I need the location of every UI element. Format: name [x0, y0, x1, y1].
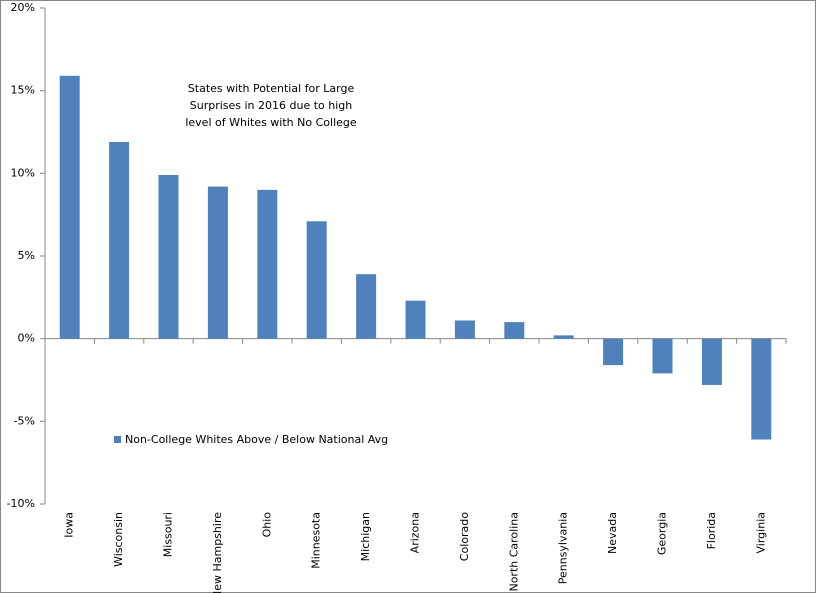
x-tick-label: Iowa — [63, 512, 76, 538]
bar — [603, 338, 624, 366]
y-tick-label: 0% — [18, 332, 35, 345]
legend-label: Non-College Whites Above / Below Nationa… — [125, 433, 388, 446]
bar — [306, 221, 327, 339]
bar — [207, 186, 228, 339]
x-tick-label: Virginia — [754, 512, 767, 553]
x-tick-label: Michigan — [359, 512, 372, 561]
x-tick-label: New Hampshire — [211, 512, 224, 593]
annotation: States with Potential for Large — [188, 82, 355, 95]
x-tick-label: Ohio — [260, 512, 273, 538]
bar — [158, 174, 179, 339]
x-tick-label: Wisconsin — [112, 512, 125, 567]
x-tick-label: Florida — [705, 512, 718, 549]
bar — [454, 320, 475, 339]
y-tick-label: -5% — [14, 414, 35, 427]
bar — [504, 322, 525, 339]
x-tick-label: North Carolina — [507, 512, 520, 592]
annotation: Surprises in 2016 due to high — [190, 99, 353, 112]
legend-swatch — [114, 436, 121, 443]
bar — [109, 141, 130, 339]
x-tick-label: Arizona — [409, 512, 422, 553]
x-tick-label: Colorado — [458, 512, 471, 561]
y-tick-label: 10% — [11, 166, 35, 179]
bar — [356, 274, 377, 339]
bar — [701, 338, 722, 385]
x-tick-label: Minnesota — [310, 512, 323, 569]
bar — [652, 338, 673, 374]
y-tick-label: 15% — [11, 84, 35, 97]
x-tick-label: Georgia — [656, 512, 669, 555]
bar — [405, 300, 426, 339]
y-tick-label: 5% — [18, 249, 35, 262]
bar — [553, 335, 574, 339]
bar — [751, 338, 772, 440]
x-tick-label: Missouri — [162, 512, 175, 557]
bar — [59, 75, 80, 339]
annotation: level of Whites with No College — [185, 116, 357, 129]
y-tick-label: 20% — [11, 1, 35, 14]
x-tick-label: Nevada — [606, 512, 619, 554]
bar — [257, 189, 278, 339]
y-tick-label: -10% — [7, 497, 35, 510]
x-tick-label: Pennsylvania — [557, 512, 570, 584]
